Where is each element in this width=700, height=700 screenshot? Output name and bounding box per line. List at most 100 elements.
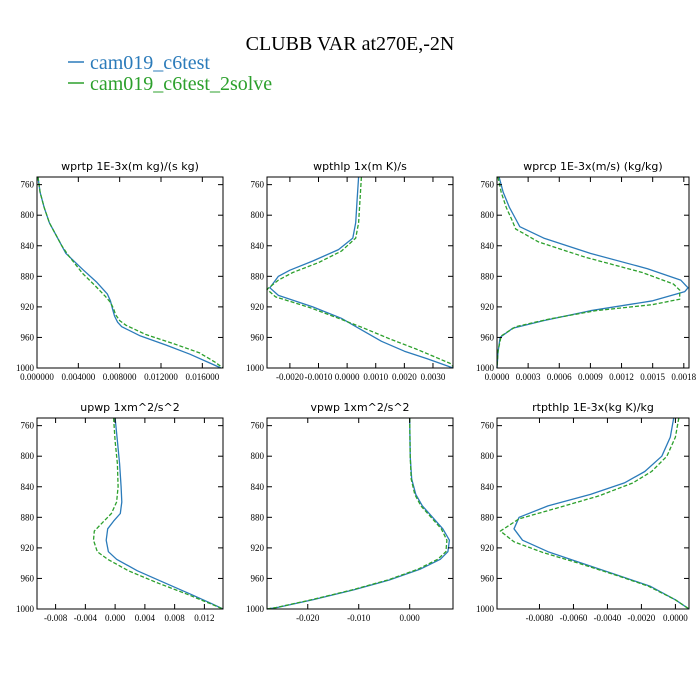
y-tick-label: 920 <box>251 302 265 312</box>
x-tick-label: 0.008 <box>165 613 186 623</box>
panel-6: rtpthlp 1E-3x(kg K)/kg 760 800 840 880 920 960… <box>476 401 690 623</box>
x-tick-label: 0.004 <box>135 613 156 623</box>
y-tick-label: 760 <box>481 421 495 431</box>
x-tick-label: -0.0080 <box>526 613 554 623</box>
y-tick-label: 920 <box>21 543 35 553</box>
y-tick-label: 920 <box>21 302 35 312</box>
x-tick-label: -0.0010 <box>305 372 333 382</box>
series-line-1 <box>496 176 689 369</box>
y-tick-label: 800 <box>481 451 495 461</box>
series-line-1 <box>37 176 222 369</box>
y-tick-label: 920 <box>481 302 495 312</box>
series-line-1 <box>266 417 451 610</box>
y-tick-label: 960 <box>251 332 265 342</box>
panel-3: wprcp 1E-3x(m/s) (kg/kg) 760 800 840 880 920 9… <box>476 160 697 382</box>
y-tick-label: 880 <box>21 512 35 522</box>
y-tick-label: 760 <box>21 421 35 431</box>
y-tick-label: 760 <box>251 180 265 190</box>
series-line-2 <box>496 176 681 369</box>
y-tick-label: 1000 <box>16 363 35 373</box>
y-tick-label: 840 <box>21 482 35 492</box>
series-line-2 <box>37 176 224 369</box>
plot-frame <box>266 417 454 610</box>
panel-4: upwp 1xm^2/s^2 760 800 840 880 920 960 1000 -0.0… <box>16 401 224 623</box>
series-line-2 <box>499 417 690 610</box>
x-tick-label: 0.0012 <box>609 372 634 382</box>
y-tick-label: 840 <box>251 482 265 492</box>
x-tick-label: 0.0015 <box>640 372 665 382</box>
x-tick-label: -0.008 <box>44 613 68 623</box>
y-tick-label: 960 <box>481 573 495 583</box>
y-tick-label: 960 <box>21 573 35 583</box>
y-tick-label: 1000 <box>476 604 495 614</box>
panel-title: wprtp 1E-3x(m kg)/(s kg) <box>61 160 199 173</box>
plot-frame <box>36 417 224 610</box>
y-tick-label: 800 <box>251 210 265 220</box>
x-tick-label: 0.0006 <box>547 372 572 382</box>
y-tick-label: 800 <box>21 210 35 220</box>
y-tick-label: 760 <box>21 180 35 190</box>
x-tick-label: 0.0020 <box>392 372 417 382</box>
series-line-1 <box>513 417 690 610</box>
x-tick-label: 0.0000 <box>335 372 360 382</box>
y-tick-label: 760 <box>481 180 495 190</box>
y-tick-label: 880 <box>251 271 265 281</box>
x-tick-label: 0.012000 <box>144 372 178 382</box>
x-tick-label: -0.010 <box>347 613 371 623</box>
x-tick-label: 0.0030 <box>421 372 446 382</box>
panel-title: vpwp 1xm^2/s^2 <box>310 401 409 414</box>
x-tick-label: -0.0040 <box>594 613 622 623</box>
x-tick-label: 0.0010 <box>363 372 388 382</box>
panel-title: upwp 1xm^2/s^2 <box>80 401 180 414</box>
x-tick-label: 0.000 <box>400 613 421 623</box>
plot-frame <box>36 176 224 369</box>
y-tick-label: 1000 <box>246 604 265 614</box>
y-tick-label: 960 <box>251 573 265 583</box>
x-tick-label: 0.000 <box>105 613 126 623</box>
panels-group: wprtp 1E-3x(m kg)/(s kg) 760 800 840 880 920 9… <box>16 160 697 623</box>
y-tick-label: 840 <box>21 241 35 251</box>
x-tick-label: -0.0060 <box>560 613 588 623</box>
y-tick-label: 800 <box>251 451 265 461</box>
y-tick-label: 840 <box>481 482 495 492</box>
legend-label-2: cam019_c6test_2solve <box>90 73 272 95</box>
x-tick-label: -0.004 <box>74 613 98 623</box>
y-tick-label: 840 <box>481 241 495 251</box>
panel-title: wpthlp 1x(m K)/s <box>313 160 407 173</box>
y-tick-label: 840 <box>251 241 265 251</box>
y-tick-label: 880 <box>21 271 35 281</box>
y-tick-label: 960 <box>481 332 495 342</box>
plot-frame <box>266 176 454 369</box>
y-tick-label: 1000 <box>246 363 265 373</box>
series-line-2 <box>266 417 448 610</box>
panel-1: wprtp 1E-3x(m kg)/(s kg) 760 800 840 880 920 9… <box>16 160 224 382</box>
panel-5: vpwp 1xm^2/s^2 760 800 840 880 920 960 1000 -0.0… <box>246 401 454 623</box>
panel-2: wpthlp 1x(m K)/s 760 800 840 880 920 960 1000 -0… <box>246 160 454 382</box>
legend: cam019_c6test cam019_c6test_2solve <box>68 52 272 95</box>
y-tick-label: 800 <box>21 451 35 461</box>
y-tick-label: 800 <box>481 210 495 220</box>
y-tick-label: 1000 <box>16 604 35 614</box>
panel-title: rtpthlp 1E-3x(kg K)/kg <box>532 401 654 414</box>
legend-label-1: cam019_c6test <box>90 52 210 74</box>
x-tick-label: 0.004000 <box>61 372 95 382</box>
series-line-2 <box>266 176 454 367</box>
x-tick-label: 0.000000 <box>20 372 54 382</box>
x-tick-label: 0.0000 <box>663 613 688 623</box>
x-tick-label: 0.0000 <box>485 372 510 382</box>
plot-frame <box>496 176 690 369</box>
x-tick-label: 0.0018 <box>671 372 696 382</box>
y-tick-label: 1000 <box>476 363 495 373</box>
x-tick-label: 0.008000 <box>103 372 137 382</box>
x-tick-label: 0.016000 <box>185 372 219 382</box>
x-tick-label: -0.0020 <box>628 613 656 623</box>
x-tick-label: 0.012 <box>194 613 214 623</box>
x-tick-label: -0.020 <box>296 613 320 623</box>
plot-frame <box>496 417 690 610</box>
y-tick-label: 880 <box>251 512 265 522</box>
y-tick-label: 760 <box>251 421 265 431</box>
y-tick-label: 880 <box>481 512 495 522</box>
series-line-1 <box>105 417 224 610</box>
y-tick-label: 920 <box>481 543 495 553</box>
